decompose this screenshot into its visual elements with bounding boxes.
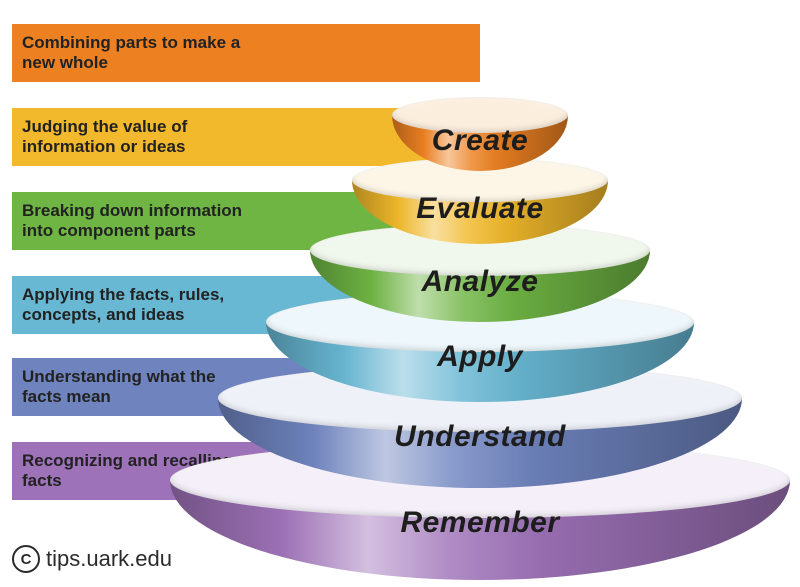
cylinder-label-evaluate: Evaluate bbox=[352, 192, 608, 226]
cylinder-create: Create bbox=[392, 97, 568, 171]
copyright-icon: C bbox=[12, 545, 40, 573]
desc-text-analyze: Breaking down information into component… bbox=[22, 201, 247, 240]
cylinder-label-create: Create bbox=[392, 124, 568, 158]
desc-text-understand: Understanding what the facts mean bbox=[22, 367, 247, 406]
attribution: Ctips.uark.edu bbox=[12, 545, 172, 573]
cylinder-label-apply: Apply bbox=[266, 340, 694, 374]
desc-bar-create: Combining parts to make a new whole bbox=[12, 24, 480, 82]
cylinder-label-analyze: Analyze bbox=[310, 265, 650, 299]
blooms-taxonomy-pyramid: Recognizing and recalling factsRememberU… bbox=[0, 0, 800, 587]
desc-text-apply: Applying the facts, rules, concepts, and… bbox=[22, 285, 247, 324]
attribution-text: tips.uark.edu bbox=[46, 546, 172, 572]
cylinder-label-understand: Understand bbox=[218, 420, 742, 454]
desc-text-evaluate: Judging the value of information or idea… bbox=[22, 117, 247, 156]
cylinder-label-remember: Remember bbox=[170, 506, 790, 540]
desc-text-create: Combining parts to make a new whole bbox=[22, 33, 247, 72]
